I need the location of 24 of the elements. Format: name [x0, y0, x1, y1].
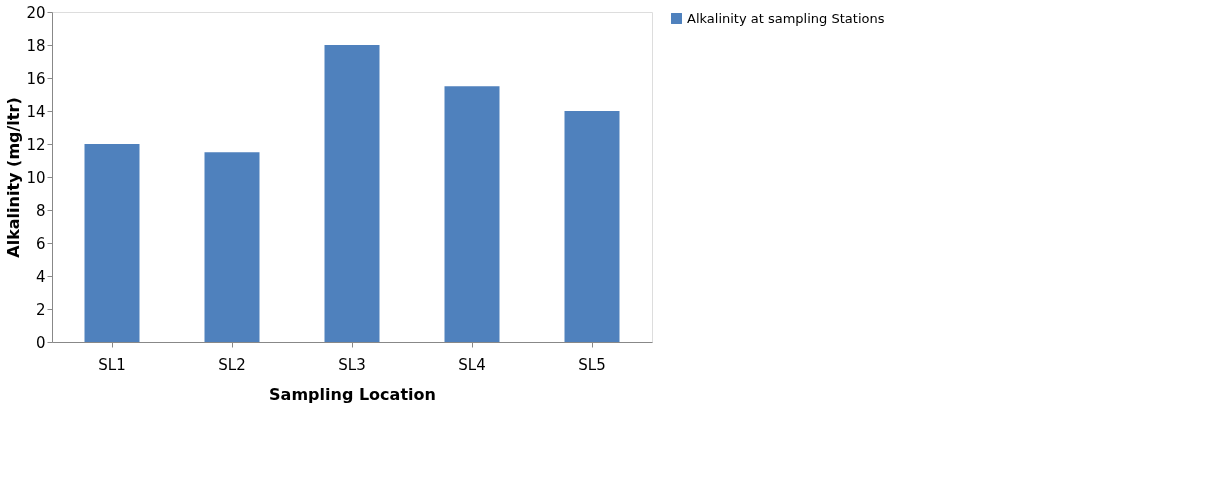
- y-tick-label: 10: [26, 168, 46, 187]
- bar: [324, 45, 380, 342]
- y-axis-title: Alkalinity (mg/ltr): [4, 97, 24, 258]
- x-axis-title: Sampling Location: [269, 384, 436, 404]
- y-tick-label: 20: [26, 3, 46, 22]
- bar: [204, 152, 260, 342]
- x-tick-label: SL1: [98, 355, 126, 374]
- bar: [564, 111, 620, 342]
- x-tick-label: SL4: [458, 355, 486, 374]
- y-tick-label: 4: [35, 267, 46, 286]
- x-tick-label: SL5: [578, 355, 606, 374]
- y-tick-label: 2: [35, 300, 46, 319]
- bar: [84, 144, 140, 342]
- bar: [444, 86, 500, 342]
- x-tick-label: SL3: [338, 355, 366, 374]
- legend-label: Alkalinity at sampling Stations: [687, 10, 885, 26]
- y-tick-label: 16: [26, 69, 46, 88]
- y-tick-label: 18: [26, 36, 46, 55]
- y-tick-label: 14: [26, 102, 46, 121]
- y-tick-label: 12: [26, 135, 46, 154]
- y-tick-label: 8: [35, 201, 46, 220]
- y-tick-label: 0: [35, 333, 46, 352]
- y-tick-label: 6: [35, 234, 46, 253]
- x-tick-label: SL2: [218, 355, 246, 374]
